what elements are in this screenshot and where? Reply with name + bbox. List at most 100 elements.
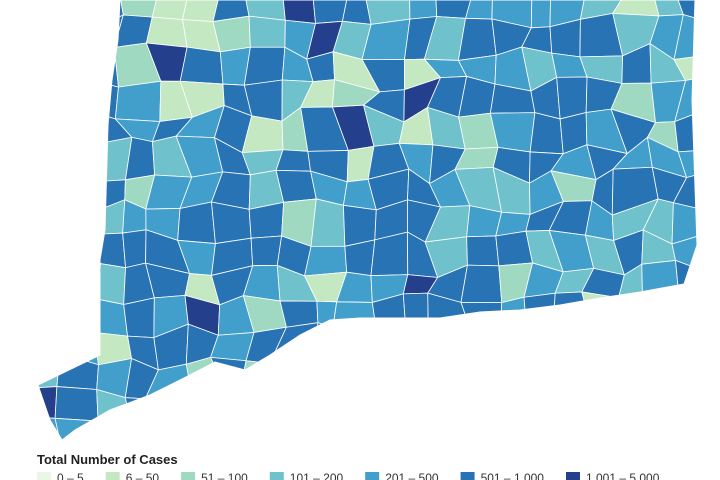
town <box>123 297 155 339</box>
town <box>38 300 61 327</box>
town <box>460 302 503 335</box>
town <box>459 414 495 440</box>
town <box>713 230 720 276</box>
town <box>38 386 58 419</box>
town <box>56 80 98 114</box>
town <box>38 352 61 389</box>
town <box>56 0 97 30</box>
town <box>60 210 97 240</box>
town <box>210 418 256 440</box>
town <box>586 364 629 401</box>
town <box>38 136 67 172</box>
town <box>269 362 315 394</box>
town <box>184 414 218 440</box>
legend-title: Total Number of Cases <box>37 452 178 467</box>
town <box>38 325 61 364</box>
town <box>145 16 188 48</box>
town <box>398 331 429 361</box>
town <box>717 169 720 213</box>
town <box>459 390 501 428</box>
town <box>248 15 286 48</box>
town <box>345 383 379 429</box>
legend-label: 501 – 1,000 <box>481 471 545 480</box>
town <box>307 414 347 440</box>
town <box>711 394 720 431</box>
town <box>332 301 378 339</box>
town <box>94 81 119 120</box>
town <box>409 0 438 20</box>
town <box>184 384 225 431</box>
legend-label: 1,001 – 5,000 <box>586 471 660 480</box>
town <box>672 357 697 403</box>
town <box>580 396 617 428</box>
town <box>552 321 593 371</box>
legend-label: 201 – 500 <box>385 471 439 480</box>
town <box>250 235 283 267</box>
town <box>672 0 697 24</box>
town <box>524 363 566 403</box>
town <box>38 58 71 92</box>
town <box>62 168 100 213</box>
town <box>466 235 500 267</box>
town <box>304 357 347 398</box>
town <box>332 327 378 362</box>
town <box>245 418 280 440</box>
town <box>673 14 697 61</box>
legend-swatch <box>365 472 380 480</box>
town <box>705 44 720 84</box>
town <box>67 47 98 92</box>
town <box>460 264 503 303</box>
town <box>705 420 720 453</box>
town <box>122 229 147 269</box>
town <box>55 297 95 333</box>
town <box>580 418 628 440</box>
legend-label: 51 – 100 <box>201 471 248 480</box>
town <box>647 322 686 365</box>
legend-swatch <box>565 472 580 480</box>
town <box>96 47 119 88</box>
town <box>304 245 348 277</box>
town <box>486 414 535 440</box>
town <box>716 149 720 180</box>
town <box>394 357 439 396</box>
town <box>310 198 346 247</box>
town <box>518 386 566 425</box>
town <box>56 108 96 149</box>
legend-swatch <box>37 472 51 480</box>
town <box>59 234 102 265</box>
town <box>459 362 501 397</box>
town <box>643 389 686 430</box>
town <box>641 418 686 440</box>
town <box>281 0 316 24</box>
town <box>618 297 654 336</box>
town <box>712 74 720 115</box>
legend-swatch <box>269 472 284 480</box>
town <box>372 331 407 362</box>
legend-swatch <box>105 472 120 480</box>
town <box>394 385 438 431</box>
town <box>423 426 470 440</box>
town <box>524 321 565 371</box>
town <box>372 357 400 396</box>
town <box>581 291 622 335</box>
town <box>313 322 334 369</box>
town <box>684 390 697 431</box>
town <box>641 259 680 303</box>
town <box>177 201 216 244</box>
town <box>402 292 429 333</box>
town <box>38 207 64 240</box>
towns <box>38 0 720 453</box>
legend-swatch <box>181 472 196 480</box>
legend-label: 6 – 50 <box>126 471 160 480</box>
town <box>240 360 288 394</box>
town <box>494 362 529 397</box>
town <box>216 384 247 431</box>
town <box>424 324 470 365</box>
town <box>179 46 224 85</box>
town <box>711 0 720 29</box>
town <box>54 386 99 422</box>
town <box>331 358 377 398</box>
town <box>678 298 697 341</box>
